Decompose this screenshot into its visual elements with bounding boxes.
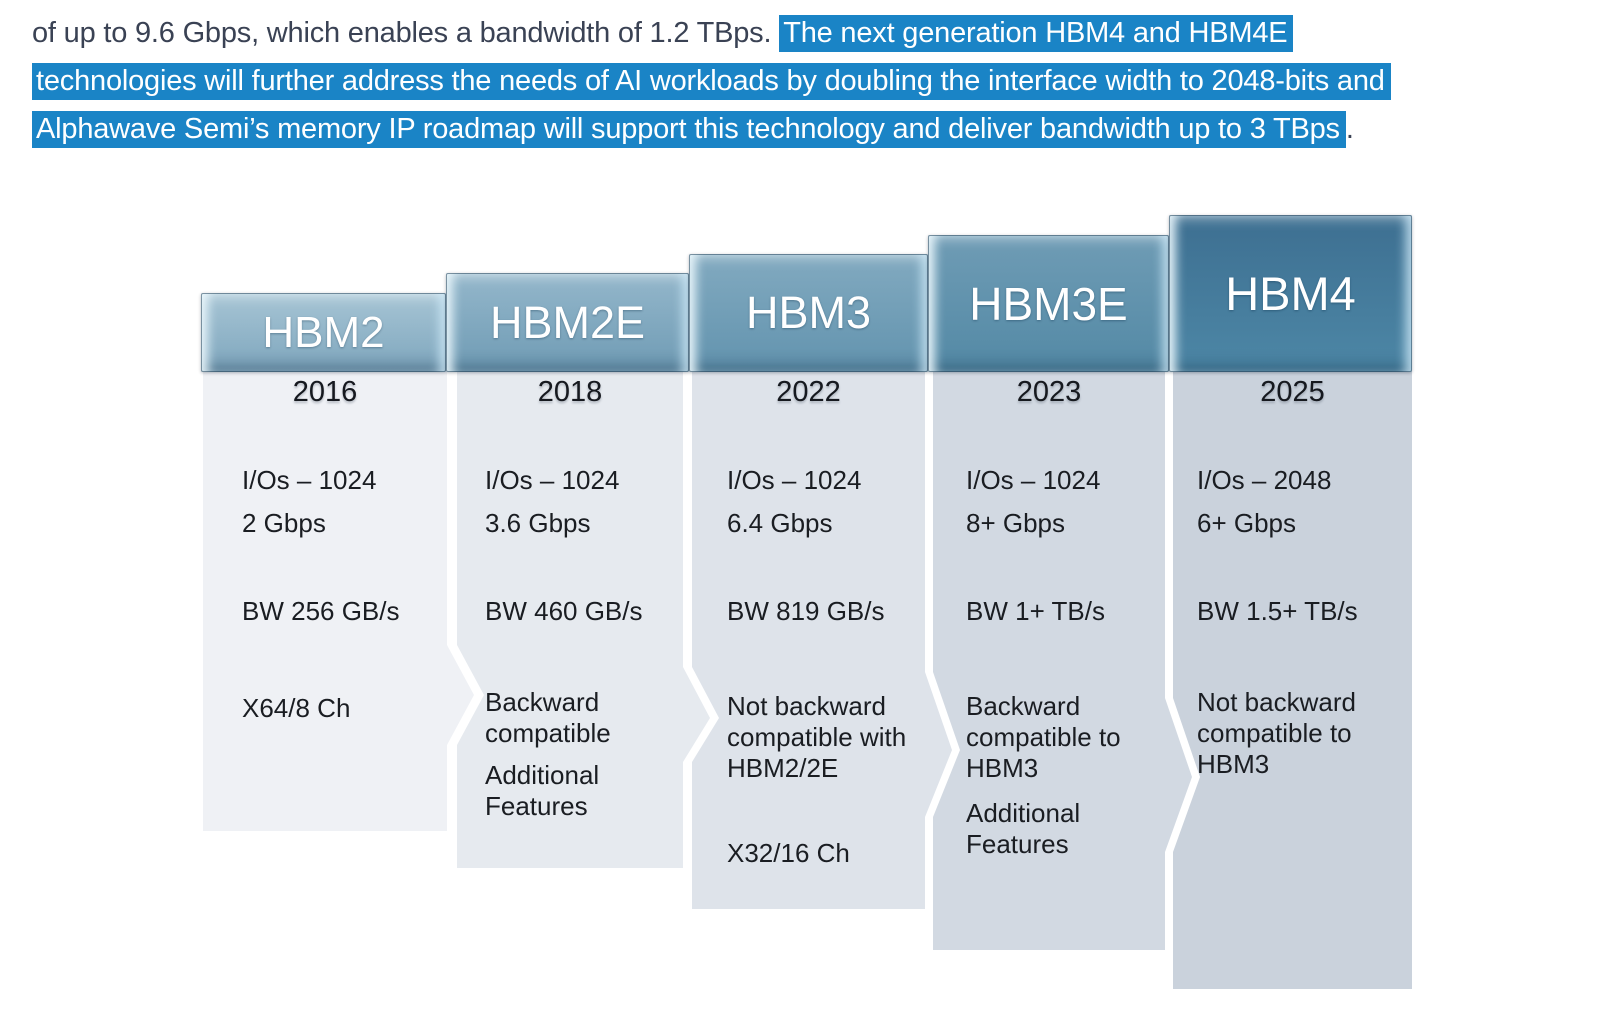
hbm3e-label: HBM3E bbox=[969, 277, 1128, 330]
hbm3-bandwidth: BW 819 GB/s bbox=[727, 596, 885, 626]
hbm4-note: Not backward compatible to HBM3 bbox=[1197, 687, 1356, 779]
hbm3-year: 2022 bbox=[776, 376, 841, 408]
hbm2e-note: Additional Features bbox=[485, 760, 600, 821]
hbm4-label: HBM4 bbox=[1225, 267, 1356, 320]
hbm4-year: 2025 bbox=[1260, 376, 1325, 408]
hbm3-column-body bbox=[692, 371, 952, 909]
text-selection-highlight: technologies will further address the ne… bbox=[32, 63, 1391, 100]
paragraph-line-2: technologies will further address the ne… bbox=[32, 62, 1391, 100]
hbm4-header-button: HBM4 bbox=[1169, 215, 1412, 372]
hbm3-note: Not backward compatible with HBM2/2E bbox=[727, 691, 907, 783]
hbm2e-io: I/Os – 1024 bbox=[485, 465, 620, 495]
hbm2-io: I/Os – 1024 bbox=[242, 465, 377, 495]
hbm2-year: 2016 bbox=[292, 376, 358, 408]
hbm2e-label: HBM2E bbox=[489, 296, 646, 348]
hbm2e-year: 2018 bbox=[537, 376, 603, 408]
hbm3e-note: Backward compatible to HBM3 bbox=[966, 691, 1121, 783]
hbm3-label: HBM3 bbox=[745, 287, 872, 338]
hbm3-header-button: HBM3 bbox=[689, 254, 928, 372]
hbm2e-speed: 3.6 Gbps bbox=[485, 508, 591, 538]
text-selection-highlight: Alphawave Semi’s memory IP roadmap will … bbox=[32, 111, 1346, 148]
hbm4-column-body bbox=[1173, 371, 1412, 989]
paragraph-text: . bbox=[1345, 113, 1354, 145]
paragraph-line-3: Alphawave Semi’s memory IP roadmap will … bbox=[32, 110, 1354, 148]
hbm3e-bandwidth: BW 1+ TB/s bbox=[966, 596, 1105, 626]
hbm2e-note: Backward compatible bbox=[485, 687, 611, 748]
hbm2-note: X64/8 Ch bbox=[242, 693, 351, 723]
hbm2-header-button: HBM2 bbox=[201, 293, 446, 372]
hbm4-speed: 6+ Gbps bbox=[1197, 508, 1297, 538]
text-selection-highlight: The next generation HBM4 and HBM4E bbox=[779, 15, 1294, 52]
paragraph-text: of up to 9.6 Gbps, which enables a bandw… bbox=[32, 17, 780, 49]
hbm3-note: X32/16 Ch bbox=[727, 838, 850, 868]
paragraph-line-1: of up to 9.6 Gbps, which enables a bandw… bbox=[32, 14, 1294, 52]
hbm2-speed: 2 Gbps bbox=[242, 508, 326, 538]
hbm2-bandwidth: BW 256 GB/s bbox=[242, 596, 400, 626]
hbm3e-io: I/Os – 1024 bbox=[966, 465, 1101, 495]
hbm3-io: I/Os – 1024 bbox=[727, 465, 862, 495]
hbm2-column-body bbox=[203, 371, 474, 831]
hbm3e-year: 2023 bbox=[1016, 376, 1082, 408]
hbm4-io: I/Os – 2048 bbox=[1197, 465, 1332, 495]
hbm2e-bandwidth: BW 460 GB/s bbox=[485, 596, 643, 626]
hbm3e-header-button: HBM3E bbox=[928, 235, 1169, 372]
hbm3e-speed: 8+ Gbps bbox=[966, 508, 1066, 538]
hbm3-speed: 6.4 Gbps bbox=[727, 508, 833, 538]
hbm2e-header-button: HBM2E bbox=[446, 273, 689, 372]
hbm2-label: HBM2 bbox=[262, 307, 385, 357]
hbm3e-column-body bbox=[933, 371, 1192, 950]
hbm4-bandwidth: BW 1.5+ TB/s bbox=[1197, 596, 1358, 626]
hbm2e-column-body bbox=[457, 371, 710, 868]
hbm3e-note: Additional Features bbox=[966, 798, 1081, 859]
